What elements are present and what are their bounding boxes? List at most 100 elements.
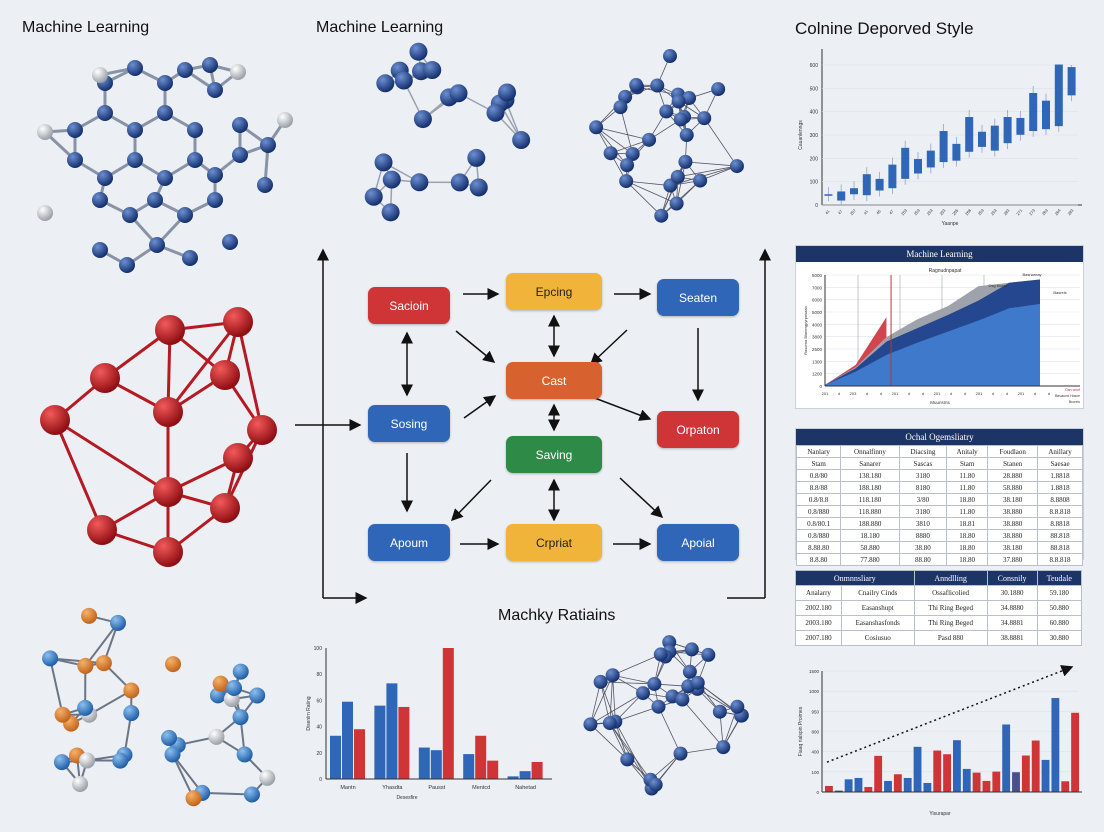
molecule <box>40 307 277 567</box>
tick-label: 3800 <box>812 335 823 340</box>
bar <box>1071 712 1079 792</box>
candle-body <box>901 147 910 179</box>
atom <box>87 515 117 545</box>
tick-label: Mentcd <box>472 785 490 791</box>
atom <box>257 177 273 193</box>
candle-body <box>914 159 922 174</box>
bar <box>933 750 942 792</box>
tick-label: 273 <box>1028 207 1037 216</box>
bond <box>590 675 613 725</box>
bond <box>703 117 738 167</box>
tick-label: 201 <box>976 391 983 396</box>
tick-label: 0 <box>815 203 818 209</box>
arrow <box>589 329 628 366</box>
tick-label: 253 <box>900 207 909 216</box>
atom <box>620 158 635 173</box>
atom <box>123 682 140 699</box>
atom <box>730 699 745 714</box>
atom <box>642 132 657 147</box>
tick-label: d <box>1048 391 1050 396</box>
atom <box>450 173 469 192</box>
bond <box>236 321 264 431</box>
candle-body <box>824 194 833 196</box>
tick-label: Nahetad <box>515 785 536 791</box>
tick-label: 100 <box>810 180 819 186</box>
atom <box>92 242 108 258</box>
tick-label: 1000 <box>809 689 820 694</box>
candle-body <box>862 174 871 196</box>
atom <box>382 170 401 189</box>
tick-label: d <box>908 391 910 396</box>
atom <box>675 692 690 707</box>
main-table: Nanlary Onnalfinny Diacsing Anitaly Foudlaon… <box>795 445 1083 566</box>
atom <box>212 675 229 692</box>
bond <box>685 161 737 167</box>
tick-label: 253 <box>913 207 922 216</box>
atom <box>207 192 223 208</box>
atom <box>662 49 677 64</box>
tick-label: d <box>992 391 994 396</box>
atom <box>498 83 517 102</box>
tick-label: 300 <box>810 133 819 139</box>
candle-body <box>1029 93 1038 132</box>
tick-label: 4000 <box>812 322 823 327</box>
bar <box>487 760 499 779</box>
table-cell: 30.880 <box>1036 630 1083 646</box>
atom <box>716 740 731 755</box>
atom <box>77 699 94 716</box>
atom <box>40 405 70 435</box>
atom <box>155 315 185 345</box>
tick-label: 5000 <box>812 310 823 315</box>
molecule <box>364 42 531 222</box>
flow-node-saving: Saving <box>506 436 602 473</box>
bond <box>680 746 724 755</box>
atom <box>648 777 663 792</box>
tick-label: 264 <box>1054 207 1063 216</box>
atom <box>682 664 697 679</box>
candle-body <box>965 117 974 152</box>
bond <box>50 657 104 665</box>
bar <box>884 780 892 792</box>
tick-label: 271 <box>1015 207 1024 216</box>
tick-label: Cauanlenngs <box>798 120 804 150</box>
atom <box>673 112 688 127</box>
bar <box>1061 781 1070 792</box>
tick-label: Basnarnay <box>1022 272 1041 277</box>
bond <box>590 692 644 725</box>
atom <box>381 203 400 222</box>
table-row: 8.8/88 188.180 8180 11.80 58.880 1.8818 <box>795 481 1083 494</box>
atom <box>223 307 253 337</box>
bar <box>354 729 365 779</box>
atom <box>662 635 677 650</box>
atom <box>147 192 163 208</box>
tick-label: 1300 <box>812 359 823 364</box>
tick-label: 253 <box>990 207 999 216</box>
tick-label: 100 <box>314 646 323 652</box>
flow-node-label: Cast <box>541 373 567 388</box>
tick-label: 201 <box>892 391 899 396</box>
atom <box>410 173 429 192</box>
bar <box>519 771 531 779</box>
tick-label: 1200 <box>812 372 823 377</box>
table-cell: 2007.180 <box>795 630 842 646</box>
atom <box>161 729 178 746</box>
candle-body <box>990 125 999 151</box>
tick-label: 1500 <box>809 669 820 674</box>
atom <box>678 154 693 169</box>
table-row: 0.8/880 18.180 8880 18.80 38.880 88.818 <box>795 529 1083 542</box>
tick-label: 283 <box>1066 207 1075 216</box>
bar <box>1031 740 1040 792</box>
atom <box>153 397 183 427</box>
bond <box>171 753 203 794</box>
flow-node-label: Epcing <box>535 284 573 299</box>
atom <box>97 170 113 186</box>
atom <box>119 257 135 273</box>
atom <box>589 120 604 135</box>
tick-label: 47 <box>888 208 895 215</box>
flow-node-orpaton: Orpaton <box>657 411 739 448</box>
atom <box>684 642 699 657</box>
bond <box>49 658 64 715</box>
atom <box>409 42 428 61</box>
flow-node-label: Sosing <box>390 416 428 431</box>
